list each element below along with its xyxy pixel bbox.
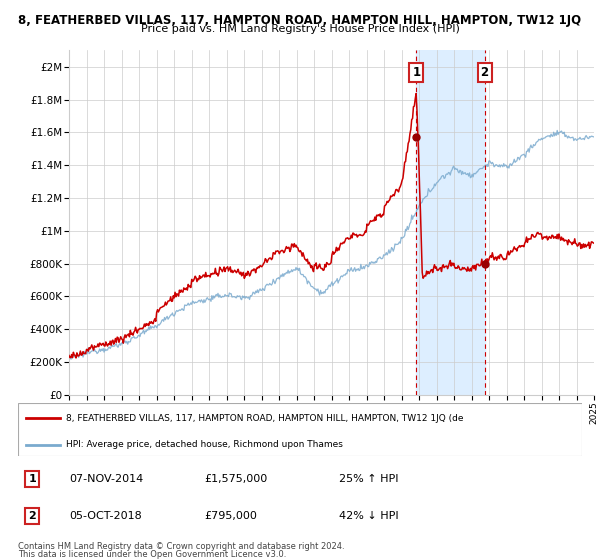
Text: £795,000: £795,000 <box>204 511 257 521</box>
Text: 05-OCT-2018: 05-OCT-2018 <box>69 511 142 521</box>
Bar <box>416 50 485 395</box>
Text: Price paid vs. HM Land Registry's House Price Index (HPI): Price paid vs. HM Land Registry's House … <box>140 24 460 34</box>
Text: This data is licensed under the Open Government Licence v3.0.: This data is licensed under the Open Gov… <box>18 550 286 559</box>
Text: 25% ↑ HPI: 25% ↑ HPI <box>340 474 399 484</box>
Text: HPI: Average price, detached house, Richmond upon Thames: HPI: Average price, detached house, Rich… <box>66 440 343 449</box>
Text: 8, FEATHERBED VILLAS, 117, HAMPTON ROAD, HAMPTON HILL, HAMPTON, TW12 1JQ: 8, FEATHERBED VILLAS, 117, HAMPTON ROAD,… <box>19 14 581 27</box>
Text: £1,575,000: £1,575,000 <box>204 474 268 484</box>
Text: 1: 1 <box>28 474 36 484</box>
Text: 07-NOV-2014: 07-NOV-2014 <box>69 474 143 484</box>
Text: Contains HM Land Registry data © Crown copyright and database right 2024.: Contains HM Land Registry data © Crown c… <box>18 542 344 550</box>
Text: 1: 1 <box>412 66 421 80</box>
Text: 42% ↓ HPI: 42% ↓ HPI <box>340 511 399 521</box>
Text: 2: 2 <box>28 511 36 521</box>
Text: 8, FEATHERBED VILLAS, 117, HAMPTON ROAD, HAMPTON HILL, HAMPTON, TW12 1JQ (de: 8, FEATHERBED VILLAS, 117, HAMPTON ROAD,… <box>66 414 463 423</box>
Text: 2: 2 <box>481 66 488 80</box>
